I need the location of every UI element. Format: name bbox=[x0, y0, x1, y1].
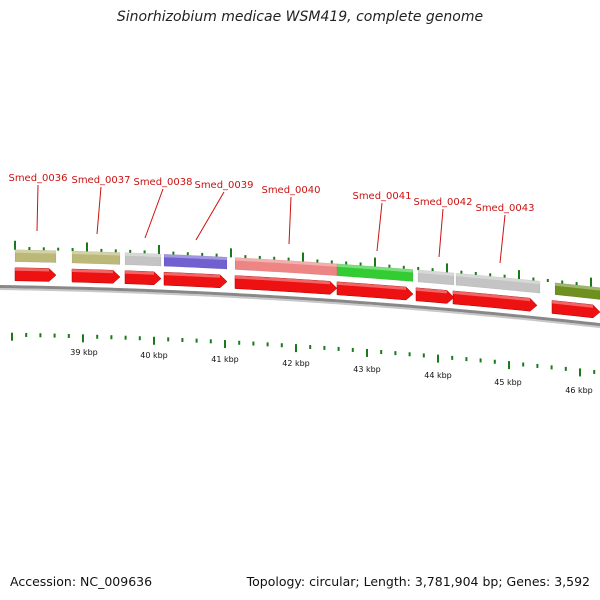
gene-feature-smed_0039[interactable] bbox=[163, 253, 228, 270]
cds-arrow-highlight bbox=[337, 281, 406, 290]
cds-arrow-smed_0043[interactable] bbox=[452, 290, 538, 312]
scale-label: 44 kbp bbox=[424, 371, 452, 380]
label-leaders bbox=[36, 184, 506, 264]
gene-label: Smed_0038 bbox=[133, 177, 192, 188]
gene-label: Smed_0040 bbox=[261, 185, 320, 196]
scale-label: 42 kbp bbox=[282, 359, 310, 368]
gene-feature-partial-gene[interactable] bbox=[554, 282, 600, 300]
gene-label: Smed_0037 bbox=[71, 175, 130, 186]
gene-feature-highlight bbox=[235, 257, 337, 267]
tick-row-lower bbox=[11, 332, 596, 377]
map-title: Sinorhizobium medicae WSM419, complete g… bbox=[116, 9, 484, 25]
accession-text: Accession: NC_009636 bbox=[10, 574, 153, 589]
cds-arrow-smed_0042[interactable] bbox=[415, 287, 455, 304]
cds-arrow-highlight bbox=[164, 272, 220, 278]
scale-labels: 39 kbp 40 kbp 41 kbp 42 kbp 43 kbp 44 kbp 45 k… bbox=[70, 348, 593, 395]
scale-label: 41 kbp bbox=[211, 355, 239, 364]
backbone-shadow bbox=[0, 288, 600, 329]
gene-label: Smed_0041 bbox=[352, 191, 411, 202]
scale-label: 46 kbp bbox=[565, 386, 593, 395]
cds-track bbox=[14, 267, 600, 319]
gene-feature-smed_0041[interactable] bbox=[336, 263, 414, 282]
cds-arrow-smed_0036[interactable] bbox=[14, 267, 57, 282]
gene-feature-smed_0038[interactable] bbox=[124, 252, 162, 267]
tick-row-upper bbox=[14, 240, 592, 287]
label-leader-line bbox=[96, 186, 102, 235]
topology-summary: Topology: circular; Length: 3,781,904 bp… bbox=[246, 574, 590, 589]
cds-arrow-smed_0039[interactable] bbox=[163, 271, 228, 289]
cds-arrow-partial-gene[interactable] bbox=[551, 300, 600, 319]
gene-label: Smed_0036 bbox=[8, 173, 67, 184]
label-leader-line bbox=[376, 202, 383, 252]
gene-label: Smed_0043 bbox=[475, 203, 534, 214]
scale-label: 39 kbp bbox=[70, 348, 98, 357]
cds-arrow-highlight bbox=[125, 270, 154, 275]
gene-feature-highlight bbox=[337, 263, 413, 273]
cds-arrow-highlight bbox=[72, 269, 113, 274]
label-leader-line bbox=[144, 188, 164, 239]
cds-arrow-highlight bbox=[416, 287, 447, 294]
cds-arrow-smed_0038[interactable] bbox=[124, 270, 162, 286]
label-leader-line bbox=[288, 196, 292, 245]
cds-arrow-highlight bbox=[15, 267, 49, 272]
gene-labels: Smed_0036 Smed_0037 Smed_0038 Smed_0039 Smed… bbox=[8, 173, 534, 214]
gene-feature-highlight bbox=[15, 249, 56, 254]
scale-label: 45 kbp bbox=[494, 378, 522, 387]
cds-arrow-smed_0041[interactable] bbox=[336, 281, 414, 301]
genome-backbone bbox=[0, 285, 600, 327]
gene-feature-smed_0037[interactable] bbox=[71, 250, 121, 265]
gene-label: Smed_0039 bbox=[194, 180, 253, 191]
gene-feature-smed_0043[interactable] bbox=[455, 272, 541, 294]
scale-label: 40 kbp bbox=[140, 351, 168, 360]
gene-feature-highlight bbox=[456, 273, 540, 285]
gene-feature-highlight bbox=[72, 251, 120, 256]
label-leader-line bbox=[499, 214, 506, 264]
cds-arrow-highlight bbox=[453, 290, 530, 302]
feature-track bbox=[14, 249, 600, 300]
gene-feature-smed_0036[interactable] bbox=[14, 249, 57, 263]
gene-feature-highlight bbox=[418, 269, 454, 277]
cds-arrow-highlight bbox=[235, 275, 330, 285]
gene-feature-highlight bbox=[125, 252, 161, 258]
label-leader-line bbox=[36, 184, 39, 232]
gene-feature-highlight bbox=[555, 282, 600, 291]
gene-label: Smed_0042 bbox=[413, 197, 472, 208]
gene-feature-highlight bbox=[164, 254, 227, 261]
gene-feature-smed_0042[interactable] bbox=[417, 269, 455, 286]
label-leader-line bbox=[195, 191, 225, 241]
cds-arrow-highlight bbox=[552, 300, 593, 308]
cds-arrow-smed_0037[interactable] bbox=[71, 268, 121, 284]
label-leader-line bbox=[438, 208, 444, 258]
scale-label: 43 kbp bbox=[353, 365, 381, 374]
cds-arrow-smed_0040[interactable] bbox=[234, 275, 338, 295]
